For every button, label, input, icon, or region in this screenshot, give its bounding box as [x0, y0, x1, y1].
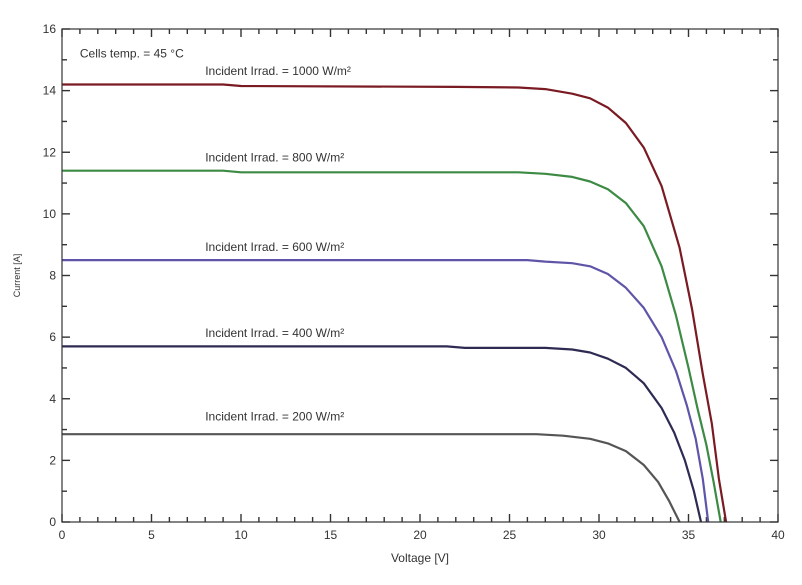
series-labels: Incident Irrad. = 1000 W/m² Incident Irra…	[205, 64, 351, 423]
y-axis-label: Current [A]	[12, 254, 22, 298]
series-line	[62, 433, 681, 523]
x-tick-label: 15	[324, 528, 338, 542]
series-line	[62, 345, 703, 523]
x-tick-label: 25	[503, 528, 517, 542]
x-tick-label: 0	[59, 528, 66, 542]
y-tick-labels: 0 2 4 6 8 10 12 14 16	[43, 22, 57, 529]
x-tick-label: 5	[148, 528, 155, 542]
y-tick-label: 8	[49, 269, 56, 283]
series-label: Incident Irrad. = 1000 W/m²	[205, 64, 351, 78]
y-tick-label: 12	[43, 145, 57, 159]
y-tick-label: 4	[49, 392, 56, 406]
x-tick-label: 35	[682, 528, 696, 542]
series-line	[62, 169, 722, 523]
series-line	[62, 259, 710, 523]
y-tick-label: 10	[43, 207, 57, 221]
annotations: Cells temp. = 45 °C	[80, 47, 184, 61]
plot-frame	[61, 28, 779, 523]
y-tick-label: 14	[43, 84, 57, 98]
x-tick-label: 30	[592, 528, 606, 542]
series-line	[62, 83, 728, 523]
y-tick-label: 2	[49, 453, 56, 467]
x-tick-label: 40	[771, 528, 785, 542]
x-tick-label: 20	[413, 528, 427, 542]
annotation-text: Cells temp. = 45 °C	[80, 47, 184, 61]
series-label: Incident Irrad. = 600 W/m²	[205, 240, 344, 254]
series-lines	[62, 83, 728, 523]
y-tick-label: 6	[49, 330, 56, 344]
y-tick-label: 16	[43, 22, 57, 36]
y-tick-label: 0	[49, 515, 56, 529]
x-tick-labels: 0 5 10 15 20 25 30 35 40	[59, 528, 785, 542]
x-axis-label: Voltage [V]	[391, 551, 449, 565]
series-label: Incident Irrad. = 800 W/m²	[205, 150, 344, 164]
series-label: Incident Irrad. = 400 W/m²	[205, 326, 344, 340]
x-tick-label: 10	[234, 528, 248, 542]
series-label: Incident Irrad. = 200 W/m²	[205, 409, 344, 423]
